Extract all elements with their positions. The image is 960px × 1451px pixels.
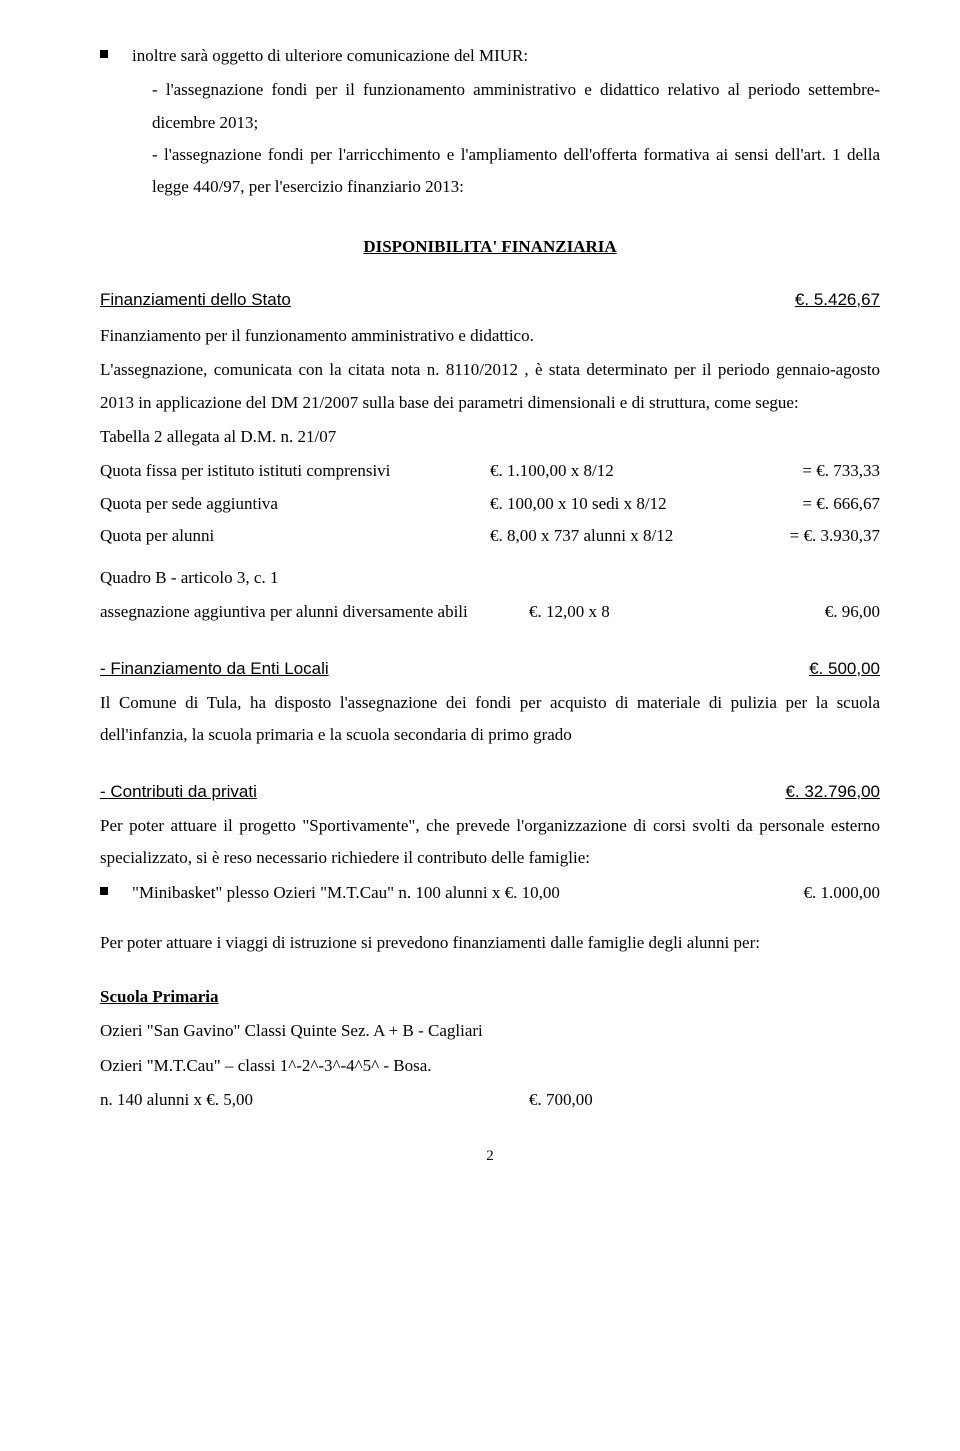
- intro-dash-1: l'assegnazione fondi per il funzionament…: [100, 74, 880, 139]
- section-enti-locali: - Finanziamento da Enti Locali €. 500,00: [100, 653, 880, 685]
- enti-title: - Finanziamento da Enti Locali: [100, 653, 329, 685]
- scuola-foot: n. 140 alunni x €. 5,00 €. 700,00: [100, 1084, 880, 1116]
- assegnazione-aggiuntiva: assegnazione aggiuntiva per alunni diver…: [100, 596, 880, 628]
- stato-title: Finanziamenti dello Stato: [100, 284, 291, 316]
- quota-1-calc: €. 1.100,00 x 8/12: [490, 455, 763, 487]
- scuola-primaria-title: Scuola Primaria: [100, 981, 880, 1013]
- intro-dash-2: l'assegnazione fondi per l'arricchimento…: [100, 139, 880, 204]
- scuola-l1: Ozieri "San Gavino" Classi Quinte Sez. A…: [100, 1015, 880, 1047]
- quota-2-val: = €. 666,67: [763, 488, 880, 520]
- quota-2-label: Quota per sede aggiuntiva: [100, 488, 490, 520]
- quota-2-calc: €. 100,00 x 10 sedi x 8/12: [490, 488, 763, 520]
- agg-val: €. 96,00: [732, 596, 880, 628]
- privati-amount: €. 32.796,00: [785, 776, 880, 808]
- scuola-foot-left: n. 140 alunni x €. 5,00: [100, 1084, 529, 1116]
- scuola-l2: Ozieri "M.T.Cau" – classi 1^-2^-3^-4^5^ …: [100, 1050, 880, 1082]
- stato-p1: Finanziamento per il funzionamento ammin…: [100, 320, 880, 352]
- privati-p1: Per poter attuare il progetto "Sportivam…: [100, 810, 880, 875]
- agg-calc: €. 12,00 x 8: [529, 596, 732, 628]
- square-bullet-icon: [100, 887, 108, 895]
- enti-para: Il Comune di Tula, ha disposto l'assegna…: [100, 687, 880, 752]
- quota-1-label: Quota fissa per istituto istituti compre…: [100, 455, 490, 487]
- document-page: inoltre sarà oggetto di ulteriore comuni…: [0, 0, 960, 1211]
- heading-disponibilita: DISPONIBILITA' FINANZIARIA: [100, 231, 880, 263]
- quota-row-2: Quota per sede aggiuntiva €. 100,00 x 10…: [100, 488, 880, 520]
- quota-row-3: Quota per alunni €. 8,00 x 737 alunni x …: [100, 520, 880, 552]
- section-finanziamenti-stato: Finanziamenti dello Stato €. 5.426,67: [100, 284, 880, 316]
- privati-p2: Per poter attuare i viaggi di istruzione…: [100, 927, 880, 959]
- agg-label: assegnazione aggiuntiva per alunni diver…: [100, 596, 529, 628]
- stato-p3: Tabella 2 allegata al D.M. n. 21/07: [100, 421, 880, 453]
- minibasket-text: "Minibasket" plesso Ozieri "M.T.Cau" n. …: [132, 877, 880, 909]
- intro-bullet-text: inoltre sarà oggetto di ulteriore comuni…: [132, 40, 880, 72]
- quota-3-val: = €. 3.930,37: [763, 520, 880, 552]
- quota-3-label: Quota per alunni: [100, 520, 490, 552]
- quota-3-calc: €. 8,00 x 737 alunni x 8/12: [490, 520, 763, 552]
- square-bullet-icon: [100, 50, 108, 58]
- minibasket-left: "Minibasket" plesso Ozieri "M.T.Cau" n. …: [132, 877, 560, 909]
- bullet-intro: inoltre sarà oggetto di ulteriore comuni…: [100, 40, 880, 72]
- minibasket-right: €. 1.000,00: [804, 877, 881, 909]
- page-number: 2: [100, 1142, 880, 1171]
- quota-row-1: Quota fissa per istituto istituti compre…: [100, 455, 880, 487]
- quadro-b: Quadro B - articolo 3, c. 1: [100, 562, 880, 594]
- stato-amount: €. 5.426,67: [795, 284, 880, 316]
- privati-title: - Contributi da privati: [100, 776, 257, 808]
- minibasket-row: "Minibasket" plesso Ozieri "M.T.Cau" n. …: [100, 877, 880, 909]
- stato-p2: L'assegnazione, comunicata con la citata…: [100, 354, 880, 419]
- section-contributi-privati: - Contributi da privati €. 32.796,00: [100, 776, 880, 808]
- quota-1-val: = €. 733,33: [763, 455, 880, 487]
- enti-amount: €. 500,00: [809, 653, 880, 685]
- scuola-foot-right: €. 700,00: [529, 1084, 880, 1116]
